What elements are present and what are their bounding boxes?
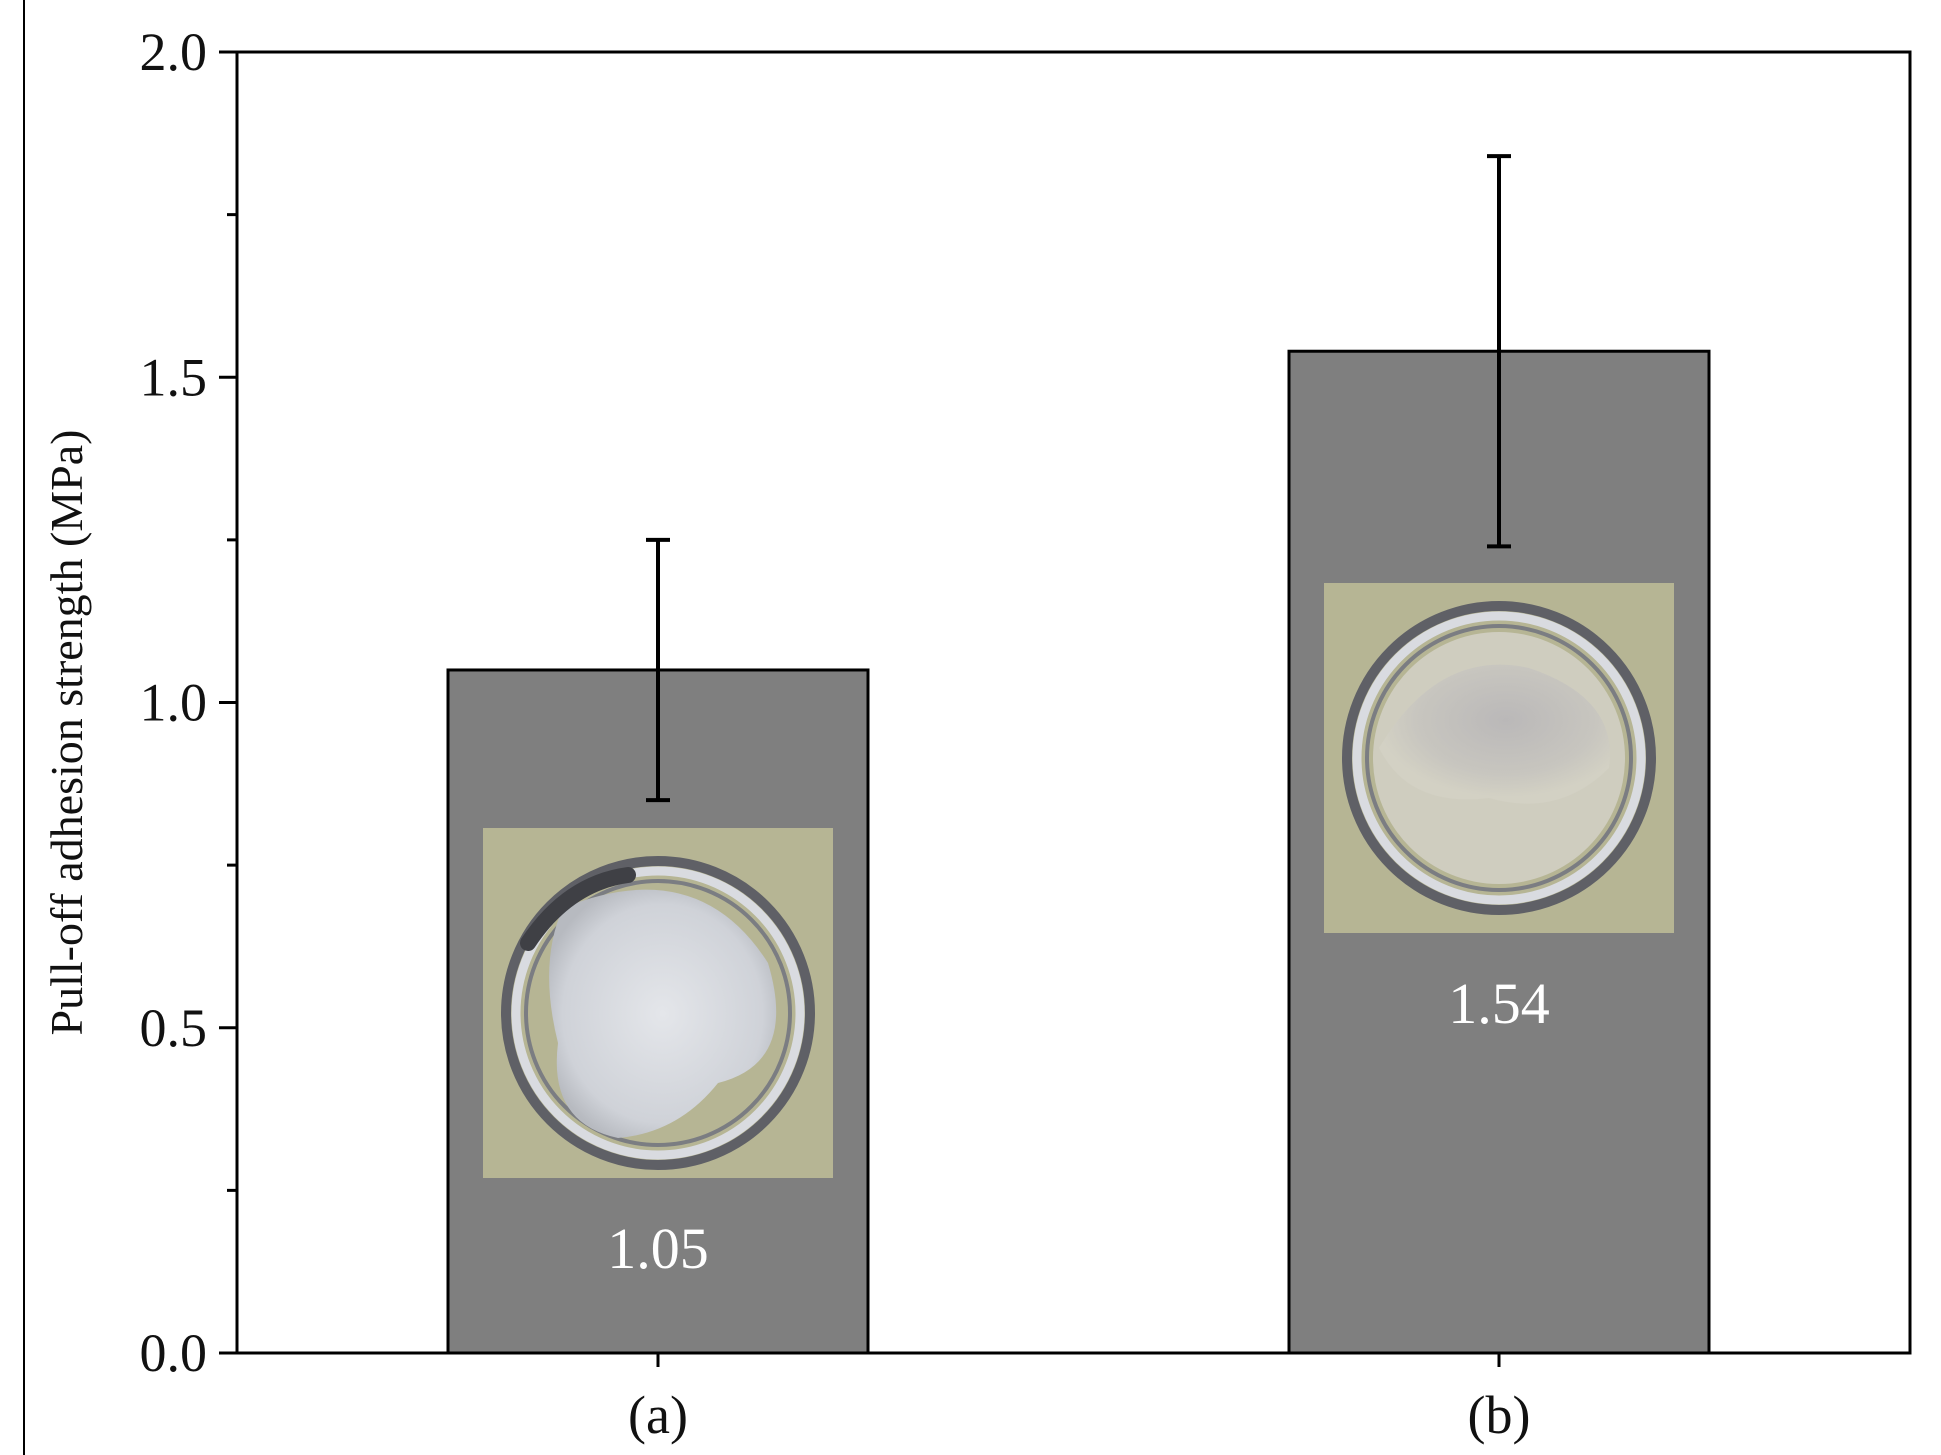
- y-axis-tick-labels: 0.0 0.5 1.0 1.5 2.0: [140, 22, 208, 1383]
- y-tick-label: 1.0: [140, 673, 208, 733]
- x-category-label-b: (b): [1468, 1385, 1531, 1445]
- photos-layer: [483, 583, 1674, 1178]
- x-axis-category-labels: (a) (b): [628, 1385, 1530, 1445]
- y-axis-ticks: [219, 50, 1501, 1367]
- pull-off-surface-photo-b: [1324, 583, 1674, 933]
- pull-off-surface-photo-a: [483, 828, 833, 1178]
- y-tick-label: 1.5: [140, 347, 208, 407]
- error-bar-b: [1487, 154, 1511, 549]
- error-bars-layer: [646, 154, 1511, 803]
- error-bar-a: [646, 537, 670, 803]
- value-label-a: 1.05: [607, 1216, 709, 1281]
- y-axis-title: Pull-off adhesion strength (MPa): [41, 429, 92, 1035]
- y-tick-label: 0.5: [140, 998, 208, 1058]
- x-category-label-a: (a): [628, 1385, 688, 1445]
- y-tick-label: 0.0: [140, 1323, 208, 1383]
- value-label-b: 1.54: [1448, 971, 1550, 1036]
- value-labels-layer: 1.05 1.54: [607, 971, 1550, 1281]
- y-tick-label: 2.0: [140, 22, 208, 82]
